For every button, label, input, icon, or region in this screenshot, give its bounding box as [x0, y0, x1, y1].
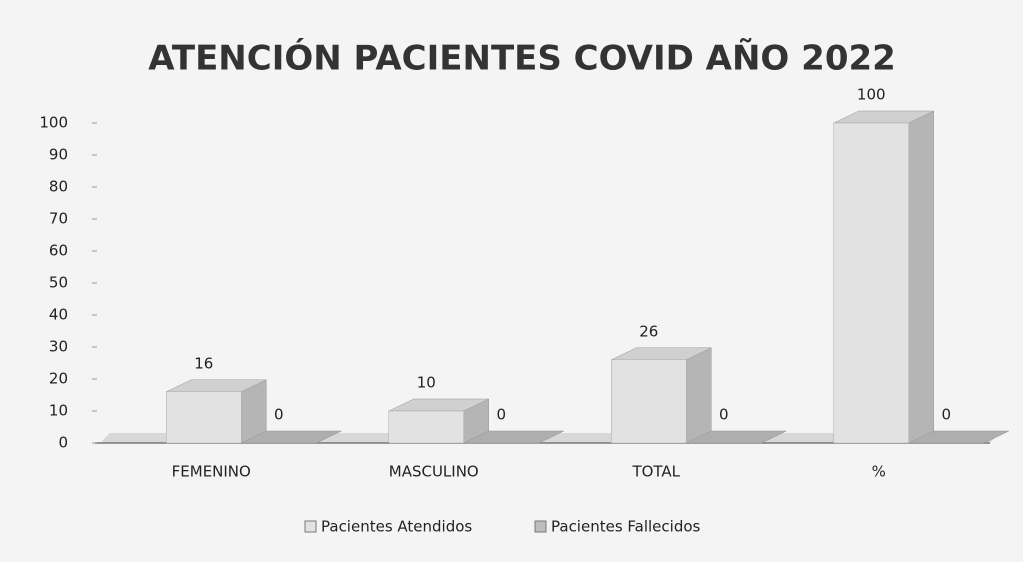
y-tick-label: 20	[49, 370, 68, 388]
value-label: 0	[274, 406, 284, 424]
bar-front	[388, 410, 464, 444]
y-tick-label: 10	[49, 402, 68, 420]
value-label: 10	[417, 374, 436, 392]
y-tick-label: 60	[49, 242, 68, 260]
bar-side	[686, 347, 712, 444]
bar	[833, 110, 934, 444]
bar-front	[611, 359, 687, 444]
x-tick-label: FEMENINO	[172, 463, 251, 481]
bar-top	[686, 430, 787, 444]
value-label: 0	[496, 406, 506, 424]
bar	[388, 398, 489, 444]
y-tick-label: 70	[49, 210, 68, 228]
legend-label: Pacientes Fallecidos	[551, 518, 701, 536]
y-tick-label: 30	[49, 338, 68, 356]
bar	[166, 379, 267, 444]
x-tick-label: %	[872, 463, 886, 481]
bar-front	[833, 122, 909, 444]
bar	[241, 430, 342, 444]
legend-swatch	[534, 520, 547, 533]
y-tick-label: 50	[49, 274, 68, 292]
y-tick-label: 80	[49, 178, 68, 196]
y-tick-label: 100	[39, 114, 68, 132]
legend-swatch	[304, 520, 317, 533]
x-tick-label: TOTAL	[631, 463, 680, 481]
value-label: 26	[639, 322, 658, 340]
bar	[686, 430, 787, 444]
value-label: 0	[941, 406, 951, 424]
bar-front	[166, 391, 242, 444]
value-label: 16	[194, 354, 213, 372]
value-label: 100	[857, 86, 886, 104]
x-tick-label: MASCULINO	[389, 463, 479, 481]
chart-title: ATENCIÓN PACIENTES COVID AÑO 2022	[148, 38, 896, 79]
legend-label: Pacientes Atendidos	[321, 518, 472, 536]
y-tick-label: 0	[58, 434, 68, 452]
bar-top	[908, 430, 1009, 444]
y-tick-label: 90	[49, 146, 68, 164]
bar	[611, 347, 712, 444]
bar-side	[908, 110, 934, 444]
value-label: 0	[719, 406, 729, 424]
bar-top	[463, 430, 564, 444]
bar	[908, 430, 1009, 444]
bar-top	[241, 430, 342, 444]
bar	[463, 430, 564, 444]
y-tick-label: 40	[49, 306, 68, 324]
